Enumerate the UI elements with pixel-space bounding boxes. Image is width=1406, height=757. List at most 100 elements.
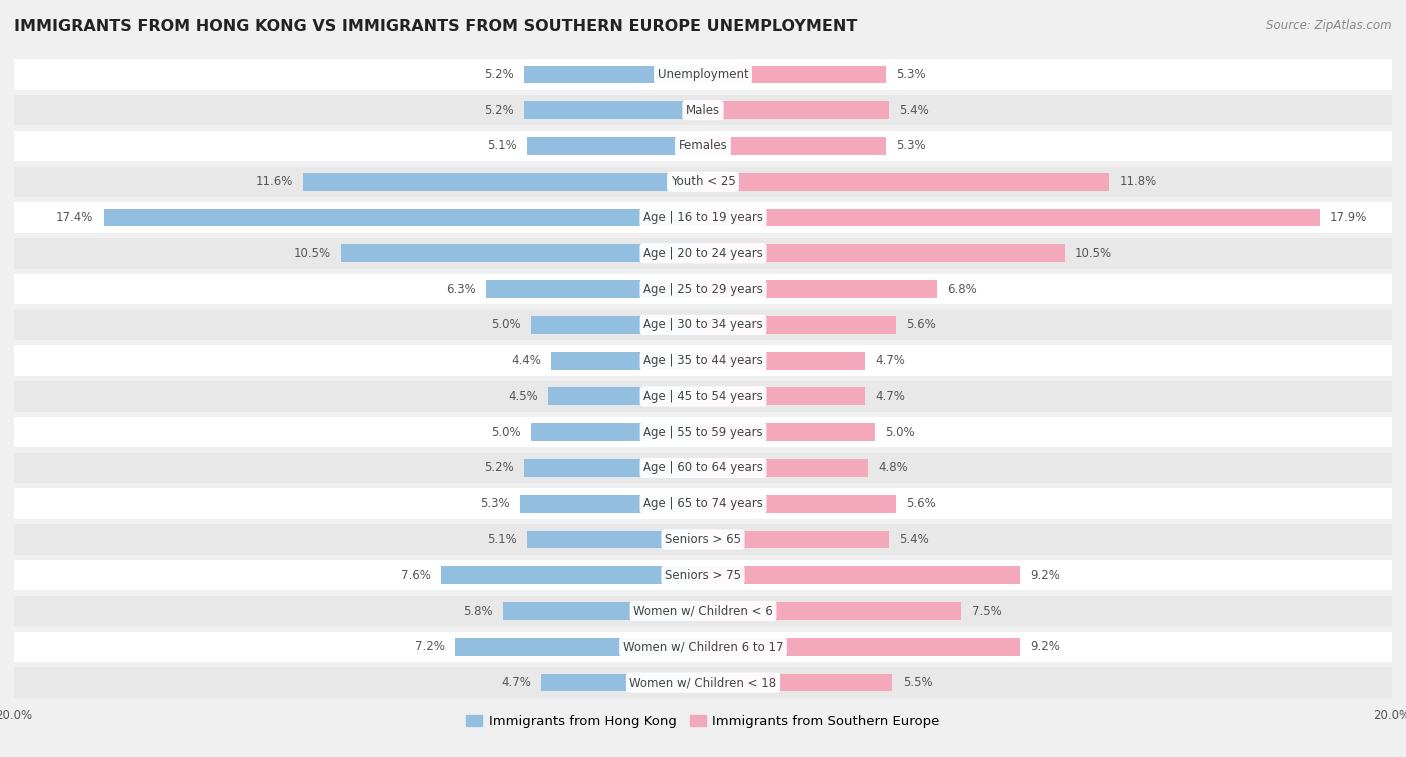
Text: 5.4%: 5.4% [900, 533, 929, 546]
Text: 10.5%: 10.5% [1076, 247, 1112, 260]
Bar [703, 209, 1320, 226]
Bar [14, 631, 1392, 662]
Bar [14, 382, 1392, 412]
Text: Age | 45 to 54 years: Age | 45 to 54 years [643, 390, 763, 403]
Bar [703, 638, 1019, 656]
Bar [486, 280, 703, 298]
Text: 5.6%: 5.6% [907, 497, 936, 510]
Bar [548, 388, 703, 405]
Bar [342, 245, 703, 262]
Text: Age | 35 to 44 years: Age | 35 to 44 years [643, 354, 763, 367]
Text: 5.3%: 5.3% [896, 68, 925, 81]
Text: 5.2%: 5.2% [484, 462, 513, 475]
Bar [703, 388, 865, 405]
Legend: Immigrants from Hong Kong, Immigrants from Southern Europe: Immigrants from Hong Kong, Immigrants fr… [461, 709, 945, 734]
Text: 5.1%: 5.1% [488, 533, 517, 546]
Text: Age | 30 to 34 years: Age | 30 to 34 years [643, 319, 763, 332]
Bar [524, 459, 703, 477]
Bar [703, 459, 869, 477]
Bar [703, 101, 889, 119]
Text: 11.6%: 11.6% [256, 176, 292, 188]
Text: Age | 16 to 19 years: Age | 16 to 19 years [643, 211, 763, 224]
Bar [14, 274, 1392, 304]
Text: 17.9%: 17.9% [1330, 211, 1367, 224]
Text: 5.6%: 5.6% [907, 319, 936, 332]
Bar [524, 66, 703, 83]
Bar [14, 310, 1392, 340]
Text: Youth < 25: Youth < 25 [671, 176, 735, 188]
Bar [703, 674, 893, 691]
Bar [531, 316, 703, 334]
Bar [703, 423, 875, 441]
Bar [531, 423, 703, 441]
Text: 4.7%: 4.7% [875, 390, 905, 403]
Text: 17.4%: 17.4% [56, 211, 93, 224]
Bar [503, 602, 703, 620]
Bar [541, 674, 703, 691]
Text: Seniors > 65: Seniors > 65 [665, 533, 741, 546]
Text: 11.8%: 11.8% [1119, 176, 1157, 188]
Bar [14, 345, 1392, 375]
Text: 4.7%: 4.7% [875, 354, 905, 367]
Bar [441, 566, 703, 584]
Text: 5.2%: 5.2% [484, 68, 513, 81]
Text: IMMIGRANTS FROM HONG KONG VS IMMIGRANTS FROM SOUTHERN EUROPE UNEMPLOYMENT: IMMIGRANTS FROM HONG KONG VS IMMIGRANTS … [14, 19, 858, 34]
Text: Age | 60 to 64 years: Age | 60 to 64 years [643, 462, 763, 475]
Bar [14, 131, 1392, 161]
Bar [527, 531, 703, 548]
Text: Age | 55 to 59 years: Age | 55 to 59 years [643, 425, 763, 438]
Bar [456, 638, 703, 656]
Text: Unemployment: Unemployment [658, 68, 748, 81]
Bar [703, 566, 1019, 584]
Bar [14, 167, 1392, 197]
Text: 5.2%: 5.2% [484, 104, 513, 117]
Text: Females: Females [679, 139, 727, 152]
Bar [703, 316, 896, 334]
Bar [524, 101, 703, 119]
Text: Age | 20 to 24 years: Age | 20 to 24 years [643, 247, 763, 260]
Text: 5.3%: 5.3% [896, 139, 925, 152]
Bar [14, 59, 1392, 89]
Bar [14, 596, 1392, 626]
Text: 4.5%: 4.5% [508, 390, 537, 403]
Bar [14, 238, 1392, 269]
Text: Males: Males [686, 104, 720, 117]
Text: 5.0%: 5.0% [491, 319, 520, 332]
Text: 5.0%: 5.0% [886, 425, 915, 438]
Bar [14, 488, 1392, 519]
Bar [703, 495, 896, 512]
Bar [14, 453, 1392, 483]
Text: Source: ZipAtlas.com: Source: ZipAtlas.com [1267, 19, 1392, 32]
Bar [14, 95, 1392, 126]
Bar [14, 668, 1392, 698]
Bar [14, 525, 1392, 555]
Bar [14, 560, 1392, 590]
Text: 4.7%: 4.7% [501, 676, 531, 689]
Text: 6.8%: 6.8% [948, 282, 977, 295]
Text: Age | 65 to 74 years: Age | 65 to 74 years [643, 497, 763, 510]
Text: 4.8%: 4.8% [879, 462, 908, 475]
Bar [703, 280, 938, 298]
Text: 9.2%: 9.2% [1031, 569, 1060, 581]
Bar [14, 417, 1392, 447]
Bar [703, 531, 889, 548]
Bar [527, 137, 703, 155]
Text: Seniors > 75: Seniors > 75 [665, 569, 741, 581]
Bar [551, 352, 703, 369]
Text: Women w/ Children 6 to 17: Women w/ Children 6 to 17 [623, 640, 783, 653]
Text: Age | 25 to 29 years: Age | 25 to 29 years [643, 282, 763, 295]
Text: 5.5%: 5.5% [903, 676, 932, 689]
Bar [703, 352, 865, 369]
Bar [703, 245, 1064, 262]
Bar [703, 173, 1109, 191]
Text: 7.2%: 7.2% [415, 640, 444, 653]
Bar [304, 173, 703, 191]
Text: Women w/ Children < 6: Women w/ Children < 6 [633, 605, 773, 618]
Text: 5.0%: 5.0% [491, 425, 520, 438]
Text: 5.4%: 5.4% [900, 104, 929, 117]
Text: 10.5%: 10.5% [294, 247, 330, 260]
Bar [703, 602, 962, 620]
Text: 5.1%: 5.1% [488, 139, 517, 152]
Text: 7.6%: 7.6% [401, 569, 430, 581]
Text: 5.8%: 5.8% [463, 605, 494, 618]
